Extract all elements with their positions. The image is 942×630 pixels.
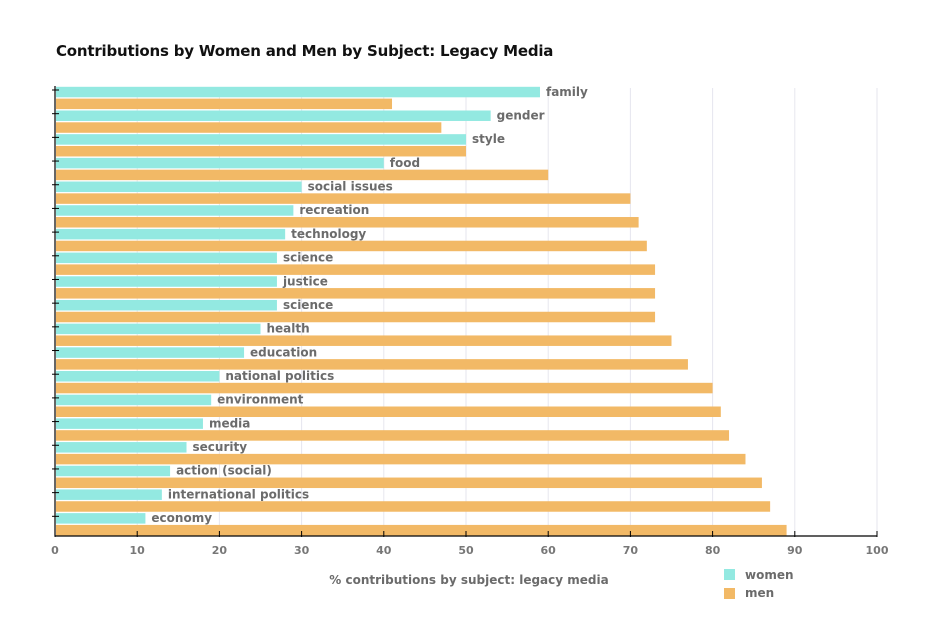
bar-women bbox=[56, 205, 294, 216]
x-tick-label: 20 bbox=[212, 544, 228, 557]
bar-men bbox=[56, 501, 771, 512]
chart-title: Contributions by Women and Men by Subjec… bbox=[56, 42, 554, 60]
bar-women bbox=[56, 86, 540, 98]
x-tick-label: 80 bbox=[705, 544, 721, 557]
category-label: economy bbox=[151, 511, 212, 525]
bar-men bbox=[56, 288, 656, 299]
category-label: justice bbox=[282, 274, 328, 288]
legend-label-women: women bbox=[745, 568, 794, 582]
bar-women bbox=[56, 276, 277, 287]
bar-men bbox=[56, 477, 762, 489]
category-label: style bbox=[472, 132, 505, 146]
category-label: food bbox=[390, 156, 420, 170]
category-label: action (social) bbox=[176, 464, 272, 478]
bar-men bbox=[56, 264, 656, 275]
legend-swatch-women bbox=[724, 569, 735, 580]
bar-men bbox=[56, 335, 672, 346]
x-tick-label: 40 bbox=[376, 544, 392, 557]
x-tick-label: 90 bbox=[787, 544, 803, 557]
bar-women bbox=[56, 228, 286, 240]
category-label: national politics bbox=[225, 369, 334, 383]
category-label: technology bbox=[291, 227, 366, 241]
bar-men bbox=[56, 430, 730, 441]
bar-women bbox=[56, 110, 491, 121]
category-label: recreation bbox=[299, 203, 369, 217]
bar-women bbox=[56, 513, 146, 524]
bar-men bbox=[56, 453, 746, 465]
category-label: security bbox=[193, 440, 248, 454]
bar-men bbox=[56, 193, 631, 204]
category-label: social issues bbox=[308, 180, 393, 194]
x-tick-label: 60 bbox=[541, 544, 557, 557]
bar-women bbox=[56, 157, 384, 169]
category-label: international politics bbox=[168, 487, 309, 501]
legend-swatch-men bbox=[724, 588, 735, 599]
x-tick-label: 50 bbox=[458, 544, 474, 557]
bar-women bbox=[56, 347, 245, 358]
category-label: science bbox=[283, 251, 333, 265]
bar-women bbox=[56, 134, 466, 145]
axes: 0 10 20 30 40 50 60 70 80 90 100 bbox=[51, 86, 889, 557]
bar-women bbox=[56, 489, 162, 500]
x-tick-label: 30 bbox=[294, 544, 310, 557]
legend-label-men: men bbox=[745, 586, 774, 600]
bars bbox=[56, 86, 787, 536]
category-label: science bbox=[283, 298, 333, 312]
bar-women bbox=[56, 371, 220, 382]
bar-women bbox=[56, 418, 203, 429]
category-label: education bbox=[250, 345, 317, 359]
bar-men bbox=[56, 406, 721, 417]
bar-women bbox=[56, 252, 277, 264]
bar-men bbox=[56, 145, 466, 157]
bar-women bbox=[56, 299, 277, 311]
bar-men bbox=[56, 122, 442, 133]
bar-men bbox=[56, 359, 688, 370]
bar-women bbox=[56, 394, 212, 406]
category-label: gender bbox=[497, 108, 545, 122]
bar-men bbox=[56, 311, 656, 323]
x-tick-label: 10 bbox=[130, 544, 146, 557]
category-label: family bbox=[546, 85, 588, 99]
bar-women bbox=[56, 465, 171, 477]
bar-women bbox=[56, 323, 261, 335]
x-tick-label: 0 bbox=[51, 544, 59, 557]
x-axis-title: % contributions by subject: legacy media bbox=[329, 573, 608, 587]
bar-women bbox=[56, 181, 302, 193]
x-tick-label: 70 bbox=[623, 544, 639, 557]
category-label: environment bbox=[217, 393, 304, 407]
bar-women bbox=[56, 442, 187, 453]
category-label: media bbox=[209, 416, 250, 430]
legend: women men bbox=[724, 568, 794, 600]
category-label: health bbox=[267, 322, 310, 336]
bar-men bbox=[56, 382, 713, 394]
bar-men bbox=[56, 217, 639, 228]
bar-men bbox=[56, 98, 393, 110]
bar-men bbox=[56, 524, 787, 536]
x-tick-label: 100 bbox=[866, 544, 889, 557]
bar-men bbox=[56, 240, 647, 252]
bar-men bbox=[56, 169, 549, 181]
